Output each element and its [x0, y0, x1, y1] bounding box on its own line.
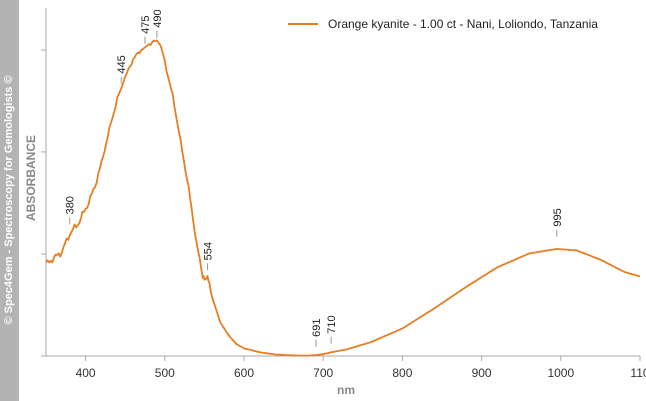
peak-annotations: 380 445 475 490 554 691 710 995 — [65, 9, 564, 347]
watermark-sidebar: © Spec4Gem - Spectroscopy for Gemologist… — [0, 0, 19, 401]
peak-label: 475 — [140, 16, 152, 34]
y-axis-title: ABSORBANCE — [24, 135, 38, 221]
series-line — [45, 39, 641, 357]
peak-label: 710 — [326, 315, 338, 333]
x-tick-label: 500 — [155, 366, 175, 380]
x-tick-label: 600 — [234, 366, 254, 380]
chart-legend: Orange kyanite - 1.00 ct - Nani, Loliond… — [288, 17, 598, 31]
plot-area — [45, 39, 641, 357]
x-tick-label: 1000 — [547, 366, 574, 380]
chart-axes — [45, 8, 640, 357]
peak-label: 995 — [552, 208, 564, 226]
x-tick-label: 800 — [392, 366, 412, 380]
x-tick-label: 110 — [630, 366, 646, 380]
peak-label: 445 — [116, 55, 128, 73]
x-axis-title: nm — [337, 383, 355, 397]
peak-label: 490 — [152, 9, 164, 27]
x-tick-label: 900 — [472, 366, 492, 380]
chart-ticks: 400 500 600 700 800 900 1000 110 — [41, 49, 646, 380]
x-tick-label: 400 — [76, 366, 96, 380]
peak-label: 554 — [203, 242, 215, 260]
legend-label: Orange kyanite - 1.00 ct - Nani, Loliond… — [328, 17, 598, 31]
x-tick-label: 700 — [313, 366, 333, 380]
peak-label: 380 — [65, 196, 77, 214]
peak-label: 691 — [311, 318, 323, 336]
